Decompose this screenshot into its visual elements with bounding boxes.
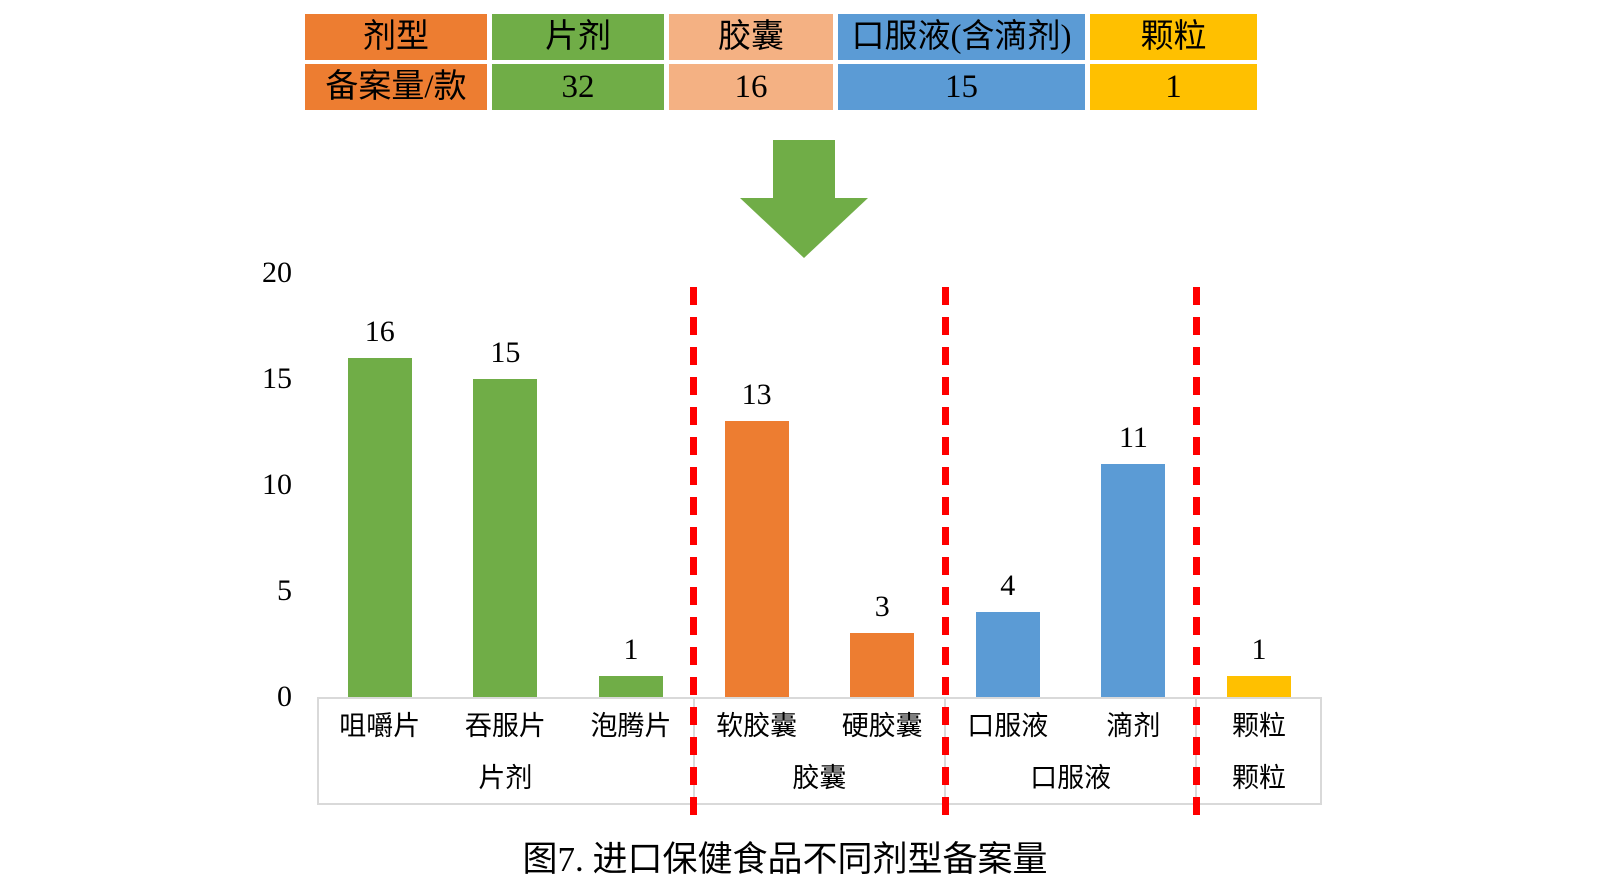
category-label: 泡腾片 xyxy=(590,710,672,741)
y-axis-tick-label: 15 xyxy=(262,362,292,395)
category-label: 软胶囊 xyxy=(716,710,798,741)
bar-value-label: 11 xyxy=(1118,420,1148,454)
y-axis-tick-label: 20 xyxy=(262,256,292,289)
group-separator-dashed-line xyxy=(1192,287,1200,822)
category-label: 颗粒 xyxy=(1232,710,1286,741)
category-label: 吞服片 xyxy=(464,710,546,741)
bar-value-label: 15 xyxy=(490,336,521,369)
y-axis-tick-label: 0 xyxy=(277,680,292,713)
bar-value-label: 16 xyxy=(364,314,395,348)
category-label: 咀嚼片 xyxy=(339,710,421,741)
table-header-cell: 片剂 xyxy=(492,14,664,60)
bar xyxy=(724,421,789,697)
table-value-cell: 备案量/款 xyxy=(305,64,487,110)
group-label: 颗粒 xyxy=(1232,762,1286,793)
category-label: 硬胶囊 xyxy=(841,710,923,741)
bar-value-label: 1 xyxy=(623,632,639,666)
dosage-summary-table: 剂型 片剂 胶囊 口服液(含滴剂) 颗粒备案量/款 32 16 15 1 xyxy=(305,14,1257,110)
bar-value-label: 13 xyxy=(741,378,772,412)
group-separator-dashed-line xyxy=(941,287,949,822)
group-label: 片剂 xyxy=(478,762,533,793)
table-value-cell: 16 xyxy=(669,64,833,110)
bar xyxy=(347,357,412,697)
table-header-cell: 颗粒 xyxy=(1090,14,1257,60)
category-axis-box xyxy=(317,697,1322,805)
category-label: 滴剂 xyxy=(1106,710,1161,741)
bar xyxy=(975,612,1040,697)
table-value-cell: 1 xyxy=(1090,64,1257,110)
bar-value-label: 4 xyxy=(1000,569,1016,603)
bar xyxy=(473,379,538,697)
table-header-cell: 胶囊 xyxy=(669,14,833,60)
table-header-cell: 剂型 xyxy=(305,14,487,60)
group-label: 口服液 xyxy=(1030,762,1112,793)
bar xyxy=(599,675,663,697)
category-label: 口服液 xyxy=(967,710,1049,741)
group-separator-dashed-line xyxy=(690,287,698,822)
table-header-cell: 口服液(含滴剂) xyxy=(838,14,1085,60)
group-label: 胶囊 xyxy=(792,762,847,793)
bar-value-label: 3 xyxy=(874,590,890,624)
table-value-cell: 15 xyxy=(838,64,1085,110)
bar xyxy=(1101,463,1166,697)
y-axis-tick-label: 10 xyxy=(262,468,292,501)
bar xyxy=(850,633,915,697)
bar-value-label: 1 xyxy=(1251,632,1267,666)
y-axis-tick-label: 5 xyxy=(277,574,292,607)
down-arrow-icon xyxy=(740,140,868,258)
down-arrow-shape xyxy=(740,140,868,258)
bar xyxy=(1227,675,1291,697)
figure-caption: 图7. 进口保健食品不同剂型备案量 xyxy=(522,840,1048,879)
table-value-cell: 32 xyxy=(492,64,664,110)
